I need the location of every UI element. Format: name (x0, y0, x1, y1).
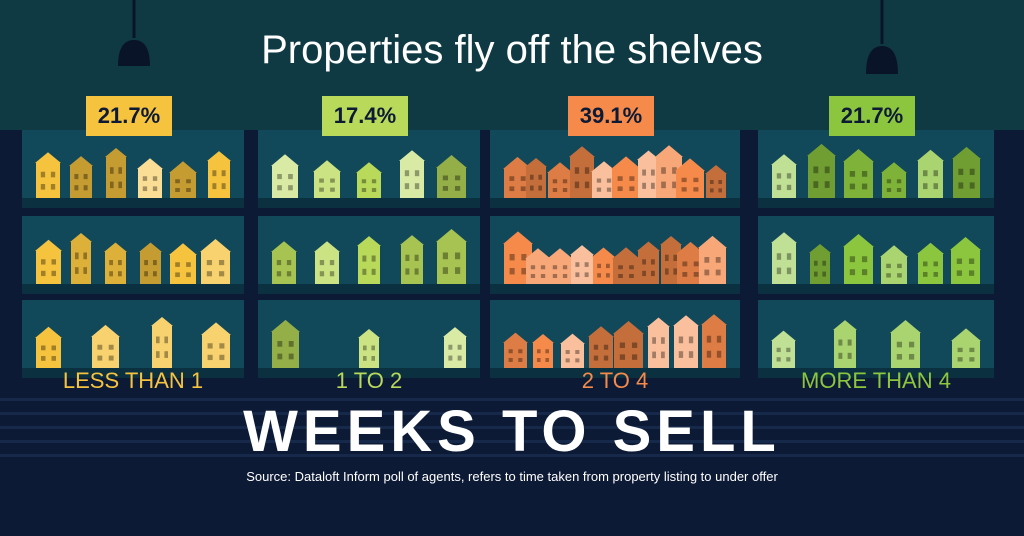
house-mark (611, 156, 641, 198)
house-mark (950, 236, 981, 284)
shelf-ledge (490, 198, 740, 208)
shelf-ledge (258, 368, 480, 378)
category-label-less-than-1: LESS THAN 1 (62, 368, 204, 393)
house-mark (201, 322, 231, 368)
house-mark (880, 245, 908, 284)
source-note: Source: Dataloft Inform poll of agents, … (246, 469, 778, 484)
house-mark (70, 233, 92, 284)
house-mark (547, 248, 573, 284)
house-mark (313, 160, 341, 198)
house-mark (443, 327, 467, 368)
house-mark (771, 154, 797, 198)
house-mark (612, 247, 640, 284)
value-label-2-to-4: 39.1% (568, 96, 654, 136)
house-mark (660, 236, 682, 284)
house-mark (547, 162, 573, 198)
house-mark (356, 162, 382, 198)
house-mark (771, 330, 796, 368)
house-mark (807, 143, 836, 198)
house-mark (400, 235, 424, 284)
house-mark (35, 239, 62, 284)
house-mark (588, 326, 614, 368)
house-mark (881, 162, 907, 198)
chart-title: Properties fly off the shelves (261, 28, 763, 72)
house-mark (525, 158, 547, 198)
shelf-ledge (490, 368, 740, 378)
house-mark (613, 320, 644, 368)
house-mark (271, 154, 299, 198)
house-mark (705, 165, 727, 198)
house-mark (525, 248, 551, 284)
house-mark (952, 146, 981, 198)
house-mark (271, 319, 300, 368)
house-mark (532, 334, 554, 368)
houses (35, 143, 981, 368)
house-mark (833, 320, 857, 368)
house-mark (637, 241, 660, 284)
shelf-ledge (258, 198, 480, 208)
shelf-ledge (758, 368, 994, 378)
shelf-ledge (758, 284, 994, 294)
house-mark (570, 245, 594, 284)
category-label-more-than-4: MORE THAN 4 (801, 368, 951, 393)
house-mark (917, 242, 944, 284)
house-mark (673, 315, 699, 368)
house-mark (200, 238, 231, 284)
house-mark (951, 328, 981, 368)
house-mark (436, 228, 467, 284)
house-mark (314, 241, 340, 284)
house-mark (91, 324, 120, 368)
house-mark (105, 148, 127, 198)
house-mark (139, 242, 162, 284)
house-mark (104, 242, 127, 284)
value-label-more-than-4: 21.7% (829, 96, 915, 136)
axis-title: WEEKS TO SELL (243, 399, 781, 464)
hanging-lamp-right (866, 0, 898, 74)
shelf-ledge (22, 284, 244, 294)
house-mark (809, 244, 831, 284)
house-mark (436, 154, 467, 198)
house-mark (592, 247, 615, 284)
shelf-ledge (22, 368, 244, 378)
category-label-1-to-2: 1 TO 2 (335, 368, 403, 393)
house-mark (675, 158, 705, 198)
floor-lines (0, 398, 1024, 457)
house-mark (358, 329, 380, 368)
house-mark (569, 146, 595, 198)
house-mark (560, 333, 585, 368)
value-label-less-than-1: 21.7% (86, 96, 172, 136)
hanging-lamp-left (118, 0, 150, 66)
house-mark (35, 152, 61, 198)
house-mark (35, 326, 62, 368)
house-mark (207, 151, 231, 198)
house-mark (890, 319, 921, 368)
house-mark (169, 243, 197, 284)
shelf-ledge (258, 284, 480, 294)
house-mark (843, 148, 874, 198)
shelf-ledge (758, 198, 994, 208)
house-mark (917, 149, 944, 198)
house-mark (137, 158, 163, 198)
house-mark (698, 235, 727, 284)
house-mark (69, 156, 93, 198)
house-mark (843, 233, 874, 284)
category-label-2-to-4: 2 TO 4 (581, 368, 649, 393)
house-mark (151, 317, 173, 368)
house-mark (647, 317, 670, 368)
shelf-ledge (22, 198, 244, 208)
house-mark (271, 241, 297, 284)
shelf-ledge (490, 284, 740, 294)
house-mark (771, 232, 797, 284)
house-mark (399, 150, 425, 198)
house-mark (169, 161, 197, 198)
house-mark (637, 150, 660, 198)
value-label-1-to-2: 17.4% (322, 96, 408, 136)
house-mark (357, 236, 381, 284)
house-mark (503, 332, 528, 368)
house-mark (701, 314, 727, 368)
